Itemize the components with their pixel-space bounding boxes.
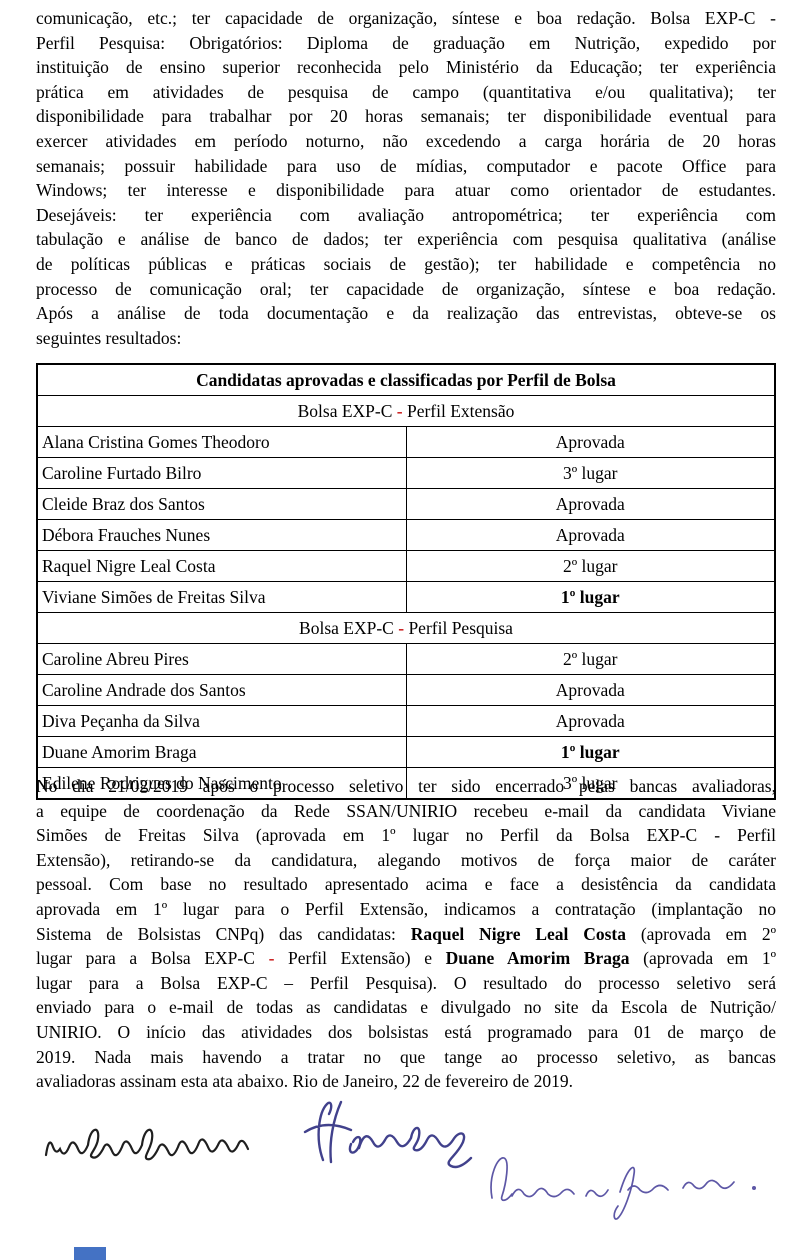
table-row: Débora Frauches Nunes Aprovada: [36, 519, 776, 551]
paragraph-line: aprovada em 1º lugar para o Perfil Exten…: [36, 898, 776, 919]
section-header-pesquisa: Bolsa EXP-C - Perfil Pesquisa: [36, 612, 776, 644]
candidate-result: Aprovada: [405, 426, 776, 458]
table-row: Caroline Abreu Pires 2º lugar: [36, 643, 776, 675]
table-row: Viviane Simões de Freitas Silva 1º lugar: [36, 581, 776, 613]
table-title: Candidatas aprovadas e classificadas por…: [36, 363, 776, 396]
paragraph-line: de políticas públicas e práticas sociais…: [36, 253, 776, 274]
candidate-name: Viviane Simões de Freitas Silva: [36, 581, 407, 613]
paragraph-line: 2019. Nada mais havendo a tratar no que …: [36, 1046, 776, 1067]
table-row: Duane Amorim Braga 1º lugar: [36, 736, 776, 768]
red-hyphen: -: [396, 401, 403, 421]
paragraph-line: pessoal. Com base no resultado apresenta…: [36, 874, 776, 895]
candidate-result: 2º lugar: [405, 643, 776, 675]
signature-3-stroke: [490, 1157, 735, 1220]
paragraph-line: comunicação, etc.; ter capacidade de org…: [36, 8, 776, 28]
paragraph-line: UNIRIO. O início das atividades dos bols…: [36, 1021, 776, 1042]
candidate-name: Raquel Nigre Leal Costa: [36, 550, 407, 582]
candidate-result: 3º lugar: [405, 767, 776, 800]
line-text: lugar para a Bolsa EXP-C: [36, 948, 269, 969]
candidate-result: Aprovada: [405, 488, 776, 520]
signature-2-image: [303, 1100, 473, 1169]
candidate-result: 1º lugar: [405, 581, 776, 613]
table-row: Raquel Nigre Leal Costa 2º lugar: [36, 550, 776, 582]
paragraph-line: tabulação e análise de banco de dados; t…: [36, 229, 776, 250]
paragraph-line: disponibilidade para trabalhar por 20 ho…: [36, 106, 776, 127]
table-row: Caroline Furtado Bilro 3º lugar: [36, 457, 776, 489]
table-title-row: Candidatas aprovadas e classificadas por…: [36, 363, 776, 396]
paragraph-line: Perfil Pesquisa: Obrigatórios: Diploma d…: [36, 32, 776, 53]
signature-2-stroke: [303, 1100, 473, 1169]
candidate-name: Edilene Rodrigues do Nascimento: [36, 767, 407, 800]
highlighted-name: Raquel Nigre Leal Costa: [410, 923, 627, 944]
paragraph-line: No dia 21/02/2019 após o processo seleti…: [36, 776, 776, 796]
candidate-result: 1º lugar: [405, 736, 776, 768]
candidate-result: Aprovada: [405, 705, 776, 737]
paragraph-line: Desejáveis: ter experiência com avaliaçã…: [36, 204, 776, 225]
line-text: Sistema de Bolsistas CNPq) das candidata…: [36, 923, 411, 944]
signature-1-image: [44, 1128, 250, 1161]
results-table: Candidatas aprovadas e classificadas por…: [36, 363, 776, 800]
table-row: Edilene Rodrigues do Nascimento 3º lugar: [36, 767, 776, 800]
paragraph-line: seguintes resultados:: [36, 327, 182, 348]
red-hyphen: -: [398, 618, 405, 638]
line-text: (aprovada em 1º: [629, 948, 776, 969]
paragraph-line: prática em atividades de pesquisa de cam…: [36, 81, 776, 102]
signature-3-image: [490, 1157, 756, 1220]
candidate-name: Caroline Abreu Pires: [36, 643, 407, 675]
paragraph-line: semanais; possuir habilidade para uso de…: [36, 155, 776, 176]
candidate-result: 2º lugar: [405, 550, 776, 582]
paragraph-line: Após a análise de toda documentação e da…: [36, 303, 776, 324]
signature-1-stroke: [44, 1128, 250, 1161]
line-text: Perfil Extensão) e: [274, 948, 446, 969]
candidate-result: Aprovada: [405, 674, 776, 706]
section-header-text: Bolsa EXP-C: [297, 401, 397, 421]
section-header-text: Perfil Pesquisa: [404, 618, 513, 638]
line-text: (aprovada em 2º: [626, 923, 777, 944]
candidate-result: 3º lugar: [405, 457, 776, 489]
paragraph-line: Windows; ter interesse e disponibilidade…: [36, 180, 776, 201]
paragraph-requirements: comunicação, etc.; ter capacidade de org…: [36, 6, 776, 350]
paragraph-line: a equipe de coordenação da Rede SSAN/UNI…: [36, 800, 776, 821]
section-header-text: Bolsa EXP-C: [299, 618, 399, 638]
section-header-row: Bolsa EXP-C - Perfil Extensão: [36, 395, 776, 427]
section-header-row: Bolsa EXP-C - Perfil Pesquisa: [36, 612, 776, 644]
paragraph-line: instituição de ensino superior reconheci…: [36, 57, 776, 78]
candidate-name: Caroline Andrade dos Santos: [36, 674, 407, 706]
paragraph-line: Sistema de Bolsistas CNPq) das candidata…: [36, 922, 776, 947]
candidate-name: Duane Amorim Braga: [36, 736, 407, 768]
blue-artifact: [74, 1247, 106, 1260]
blue-artifact-rect: [74, 1247, 106, 1260]
signature-3-dot: [752, 1186, 756, 1190]
paragraph-line: avaliadoras assinam esta ata abaixo. Rio…: [36, 1071, 573, 1092]
table-row: Alana Cristina Gomes Theodoro Aprovada: [36, 426, 776, 458]
paragraph-decision: No dia 21/02/2019 após o processo seleti…: [36, 774, 776, 1094]
table-row: Caroline Andrade dos Santos Aprovada: [36, 674, 776, 706]
candidate-name: Diva Peçanha da Silva: [36, 705, 407, 737]
section-header-extensao: Bolsa EXP-C - Perfil Extensão: [36, 395, 776, 427]
section-header-text: Perfil Extensão: [402, 401, 515, 421]
table-row: Diva Peçanha da Silva Aprovada: [36, 705, 776, 737]
highlighted-name: Duane Amorim Braga: [445, 948, 630, 969]
candidate-result: Aprovada: [405, 519, 776, 551]
paragraph-line: exercer atividades em período noturno, n…: [36, 130, 776, 151]
candidate-name: Alana Cristina Gomes Theodoro: [36, 426, 407, 458]
paragraph-line: processo de comunicação oral; ter capaci…: [36, 278, 776, 299]
candidate-name: Débora Frauches Nunes: [36, 519, 407, 551]
paragraph-line: lugar para a Bolsa EXP-C - Perfil Extens…: [36, 946, 776, 971]
candidate-name: Cleide Braz dos Santos: [36, 488, 407, 520]
paragraph-line: enviado para o e-mail de todas as candid…: [36, 997, 776, 1018]
paragraph-line: lugar para a Bolsa EXP-C – Perfil Pesqui…: [36, 972, 776, 993]
red-hyphen: -: [268, 948, 275, 969]
table-row: Cleide Braz dos Santos Aprovada: [36, 488, 776, 520]
paragraph-line: Extensão), retirando-se da candidatura, …: [36, 849, 776, 870]
paragraph-line: Simões de Freitas Silva (aprovada em 1º …: [36, 825, 776, 846]
candidate-name: Caroline Furtado Bilro: [36, 457, 407, 489]
